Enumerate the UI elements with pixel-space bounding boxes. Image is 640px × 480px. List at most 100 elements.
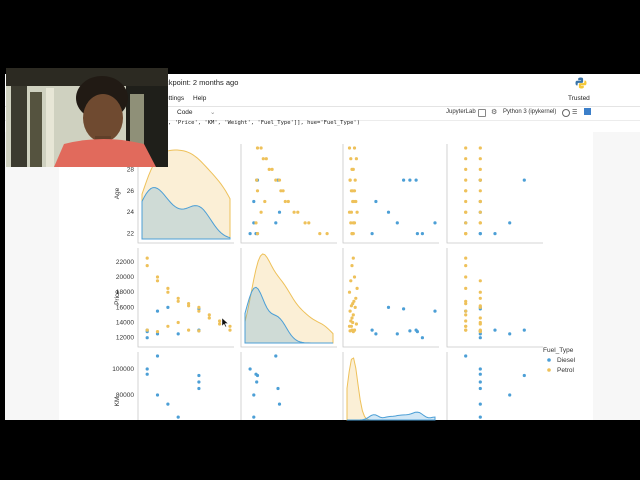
scatter-point-price-vs-weight-diesel	[508, 332, 512, 336]
scatter-point-km-vs-weight-diesel	[464, 354, 468, 358]
legend-marker-diesel	[547, 358, 551, 362]
scatter-point-age-vs-weight-petrol	[478, 199, 482, 204]
pairplot-panel-0-2-axis	[342, 144, 439, 244]
scatter-point-price-vs-weight-petrol	[478, 296, 482, 300]
scatter-point-age-vs-km-diesel	[374, 199, 378, 204]
scatter-point-price-vs-weight-petrol	[464, 313, 468, 317]
checkpoint-status: ckpoint: 2 months ago	[165, 78, 239, 87]
scatter-point-age-vs-km-diesel	[433, 221, 437, 225]
scatter-point-age-vs-km-diesel	[395, 221, 399, 225]
legend-title: Fuel_Type	[543, 347, 574, 354]
scatter-point-age-vs-weight-petrol	[464, 232, 468, 236]
code-cell-text[interactable]: , 'Price', 'KM', 'Weight', 'Fuel_Type']]…	[168, 120, 360, 126]
menu-settings[interactable]: ettings	[165, 95, 185, 102]
scatter-point-age-vs-km-diesel	[386, 210, 391, 214]
scatter-point-age-vs-price-petrol	[325, 232, 329, 236]
scatter-point-price-vs-age-petrol	[197, 305, 201, 309]
scatter-point-price-vs-km-diesel	[402, 307, 406, 311]
scatter-point-age-vs-weight-petrol	[478, 178, 482, 182]
scatter-point-price-vs-age-petrol	[155, 330, 160, 334]
scatter-point-age-vs-price-petrol	[267, 167, 271, 171]
scatter-point-price-vs-age-petrol	[187, 328, 191, 332]
scatter-point-age-vs-weight-petrol	[464, 221, 468, 225]
scatter-point-age-vs-price-petrol	[261, 157, 265, 161]
scatter-point-age-vs-weight-petrol	[464, 178, 468, 182]
scatter-point-age-vs-price-petrol	[303, 221, 307, 225]
scatter-point-price-vs-weight-petrol	[464, 328, 468, 332]
jupyterlab-link[interactable]: JupyterLab	[446, 109, 476, 115]
scatter-point-age-vs-km-diesel	[415, 232, 419, 236]
sidebar-toggle-icon[interactable]	[584, 108, 591, 115]
scatter-point-price-vs-km-petrol	[354, 322, 358, 326]
y-tick-price: 16000	[116, 304, 134, 311]
menu-help[interactable]: Help	[193, 95, 207, 102]
scatter-point-km-vs-age-diesel	[155, 393, 160, 397]
scatter-point-price-vs-age-petrol	[155, 275, 160, 279]
scatter-point-age-vs-price-petrol	[270, 167, 274, 171]
scatter-point-price-vs-km-diesel	[414, 328, 418, 332]
scatter-point-price-vs-age-petrol	[166, 286, 170, 290]
scatter-point-age-vs-km-petrol	[350, 167, 354, 171]
scatter-point-km-vs-weight-diesel	[522, 373, 526, 378]
pairplot-panel-0-0-axis	[137, 144, 234, 244]
pairplot-panel-1-0-axis	[137, 248, 234, 348]
y-tick-price: 22000	[116, 259, 134, 266]
scatter-point-price-vs-km-petrol	[352, 275, 357, 279]
scatter-point-age-vs-km-petrol	[350, 232, 354, 236]
scatter-point-price-vs-weight-petrol	[478, 279, 482, 283]
scatter-point-price-vs-km-diesel	[370, 328, 374, 332]
scatter-point-age-vs-price-petrol	[255, 178, 259, 182]
keyboard-icon[interactable]: ☰	[572, 110, 578, 116]
scatter-point-price-vs-km-petrol	[350, 264, 354, 268]
y-tick-age: 28	[127, 166, 135, 173]
scatter-point-price-vs-weight-petrol	[464, 302, 468, 306]
scatter-point-price-vs-km-diesel	[408, 329, 412, 333]
scatter-point-price-vs-km-petrol	[349, 324, 353, 328]
scatter-point-age-vs-weight-diesel	[478, 232, 482, 236]
legend-label-petrol: Petrol	[557, 367, 575, 374]
scatter-point-price-vs-age-diesel	[166, 305, 170, 309]
code-fragment: , 'Price', 'KM', 'Weight', 'Fuel_Type']]…	[168, 120, 361, 126]
scatter-point-km-vs-weight-diesel	[478, 386, 482, 391]
cell-type-select[interactable]: Code	[177, 109, 193, 116]
scatter-point-price-vs-weight-petrol	[464, 319, 468, 323]
scatter-point-age-vs-price-petrol	[263, 199, 267, 204]
kernel-name[interactable]: Python 3 (ipykernel)	[503, 109, 557, 115]
scatter-point-price-vs-age-petrol	[197, 309, 201, 313]
scatter-point-age-vs-km-petrol	[349, 189, 353, 193]
trusted-indicator[interactable]: Trusted	[568, 95, 590, 102]
scatter-point-age-vs-price-petrol	[318, 232, 322, 236]
scatter-point-price-vs-age-petrol	[207, 313, 211, 317]
scatter-point-price-vs-age-petrol	[218, 322, 222, 326]
chevron-down-icon[interactable]: ⌄	[210, 109, 216, 116]
scatter-point-age-vs-price-petrol	[255, 232, 260, 236]
scatter-point-km-vs-age-diesel	[197, 386, 201, 391]
scatter-point-age-vs-weight-petrol	[464, 189, 468, 193]
y-tick-price: 20000	[116, 274, 134, 281]
gear-icon[interactable]: ⚙	[491, 109, 498, 116]
external-link-icon[interactable]	[478, 109, 486, 117]
scatter-point-price-vs-km-diesel	[395, 332, 399, 336]
scatter-point-age-vs-weight-diesel	[522, 178, 526, 182]
scatter-point-price-vs-age-petrol	[145, 256, 149, 260]
scatter-point-price-vs-km-petrol	[350, 316, 354, 320]
scatter-point-age-vs-km-petrol	[349, 210, 353, 214]
scatter-point-price-vs-age-petrol	[166, 324, 170, 328]
scatter-point-age-vs-price-petrol	[255, 146, 260, 150]
kde-price-petrol	[244, 253, 334, 344]
scatter-point-price-vs-km-petrol	[348, 309, 352, 313]
scatter-point-age-vs-km-diesel	[414, 178, 418, 182]
scatter-point-age-vs-price-petrol	[296, 210, 300, 214]
scatter-point-price-vs-age-diesel	[145, 336, 149, 340]
scatter-point-age-vs-price-petrol	[277, 178, 282, 182]
scatter-point-price-vs-weight-diesel	[478, 332, 482, 336]
y-tick-age: 26	[127, 188, 135, 195]
pairplot-panel-0-1-axis	[240, 144, 337, 244]
scatter-point-age-vs-weight-petrol	[478, 221, 482, 225]
scatter-point-age-vs-km-petrol	[353, 178, 357, 182]
scatter-point-km-vs-age-diesel	[166, 402, 170, 406]
scatter-point-price-vs-age-petrol	[155, 279, 160, 283]
scatter-point-price-vs-age-petrol	[145, 264, 149, 268]
scatter-point-km-vs-weight-diesel	[478, 380, 482, 384]
kde-km-petrol	[346, 357, 435, 421]
